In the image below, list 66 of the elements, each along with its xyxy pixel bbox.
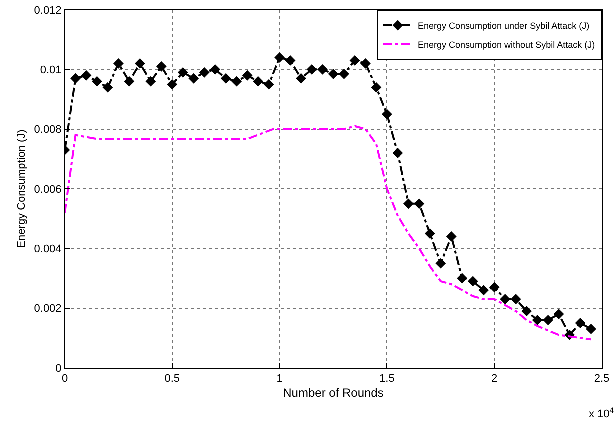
point xyxy=(178,67,188,78)
point xyxy=(328,68,339,80)
x-tick-label: 2 xyxy=(492,373,498,386)
point xyxy=(188,73,200,84)
point xyxy=(167,79,178,90)
point xyxy=(318,64,328,75)
point xyxy=(146,76,156,87)
point xyxy=(220,73,232,84)
point xyxy=(414,198,425,210)
point xyxy=(489,282,500,293)
x-axis-title: Number of Rounds xyxy=(283,386,384,400)
point xyxy=(360,58,371,69)
legend-label: Energy Consumption without Sybil Attack (J) xyxy=(418,40,596,50)
point xyxy=(124,76,135,87)
point xyxy=(81,70,92,81)
point xyxy=(436,258,446,269)
point xyxy=(339,68,350,80)
y-tick-label: 0.012 xyxy=(34,4,62,17)
point xyxy=(134,58,146,69)
point xyxy=(199,67,210,78)
point xyxy=(114,58,124,69)
point xyxy=(156,61,167,72)
y-axis-title: Energy Consumption (J) xyxy=(16,130,28,248)
point xyxy=(264,79,274,90)
point xyxy=(468,276,478,287)
point xyxy=(296,73,306,84)
point xyxy=(510,294,522,305)
point xyxy=(575,318,586,328)
point xyxy=(586,324,596,334)
point xyxy=(371,82,382,93)
point xyxy=(242,70,253,81)
x-tick-label: 1 xyxy=(276,373,283,386)
legend-label: Energy Consumption under Sybil Attack (J) xyxy=(418,21,590,32)
line-series xyxy=(65,125,592,341)
y-tick-label: 0 xyxy=(56,362,62,375)
point xyxy=(392,148,404,158)
x-tick-label: 0.5 xyxy=(164,373,180,386)
point xyxy=(274,52,285,63)
y-tick-label: 0.004 xyxy=(34,244,62,256)
y-tick-label: 0.008 xyxy=(34,124,62,136)
point xyxy=(253,76,264,87)
point xyxy=(102,82,114,93)
point xyxy=(522,306,532,317)
x-tick-label: 2.5 xyxy=(594,373,610,386)
point xyxy=(306,64,318,75)
point xyxy=(532,315,543,326)
text: x 10$^{4}$ xyxy=(589,406,614,421)
point xyxy=(457,273,468,284)
point xyxy=(92,76,102,87)
point xyxy=(478,285,490,296)
point xyxy=(446,232,457,242)
point xyxy=(210,64,221,75)
y-tick-label: 0.01 xyxy=(40,64,62,77)
point xyxy=(232,76,242,87)
point xyxy=(554,309,564,320)
point xyxy=(382,109,392,120)
point xyxy=(500,294,511,305)
point xyxy=(543,315,554,326)
point xyxy=(70,73,81,84)
point xyxy=(424,228,436,239)
point xyxy=(350,56,360,66)
x-tick-label: 1.5 xyxy=(380,373,395,386)
y-tick-label: 0.002 xyxy=(34,303,62,316)
point xyxy=(285,56,296,66)
point xyxy=(403,198,414,210)
y-tick-label: 0.006 xyxy=(34,184,62,196)
